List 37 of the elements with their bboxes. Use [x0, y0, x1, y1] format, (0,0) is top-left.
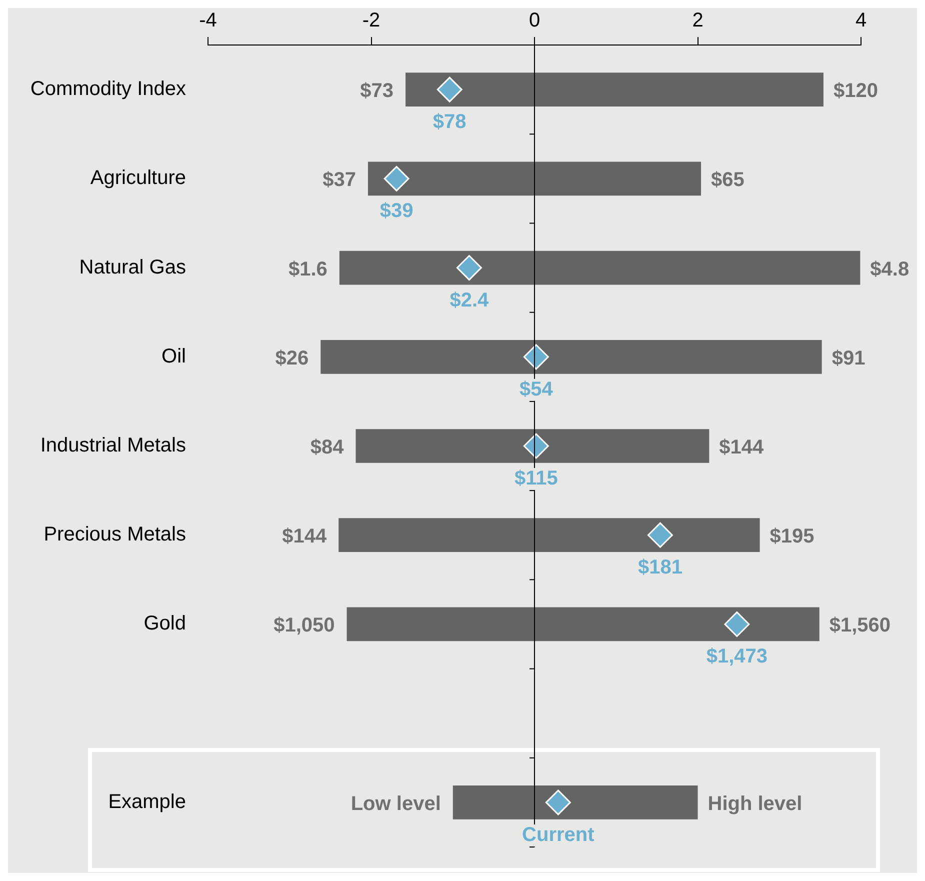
- y-tick-label: Example: [108, 790, 186, 813]
- annotation: Current: [522, 824, 595, 846]
- annotation: $144: [282, 526, 328, 548]
- annotation: $1,473: [706, 646, 768, 668]
- annotation: $37: [322, 169, 356, 192]
- annotation: $65: [711, 169, 744, 192]
- annotation: $195: [770, 526, 814, 548]
- annotation: $144: [719, 436, 765, 459]
- y-tick-label: Gold: [144, 612, 186, 635]
- annotation: $78: [432, 111, 466, 134]
- x-tick-label: -4: [199, 10, 217, 32]
- annotation: $2.4: [450, 289, 490, 312]
- y-tick-label: Industrial Metals: [40, 434, 186, 457]
- annotation: $54: [519, 378, 554, 400]
- y-tick-label: Oil: [162, 345, 186, 368]
- x-tick-label: 2: [692, 10, 704, 32]
- x-tick-label: 0: [528, 10, 540, 32]
- y-tick-label: Commodity Index: [30, 78, 186, 100]
- annotation: $1,050: [274, 614, 335, 637]
- x-tick-label: -2: [362, 10, 380, 32]
- y-tick-label: Precious Metals: [44, 524, 186, 546]
- annotation: $26: [275, 347, 309, 370]
- annotation: $120: [833, 80, 878, 102]
- y-tick-label: Natural Gas: [79, 256, 186, 278]
- annotation: Low level: [350, 792, 441, 815]
- annotation: High level: [708, 792, 802, 815]
- annotation: $115: [514, 468, 558, 490]
- annotation: $181: [638, 556, 682, 579]
- annotation: $1.6: [288, 258, 328, 280]
- annotation: $39: [380, 200, 414, 222]
- annotation: $84: [310, 436, 345, 459]
- annotation: $91: [832, 347, 866, 370]
- x-tick-label: 4: [855, 10, 867, 32]
- annotation: $4.8: [870, 258, 910, 280]
- annotation: $1,560: [829, 614, 891, 637]
- annotation: $73: [360, 80, 394, 102]
- y-tick-label: Agriculture: [90, 167, 186, 190]
